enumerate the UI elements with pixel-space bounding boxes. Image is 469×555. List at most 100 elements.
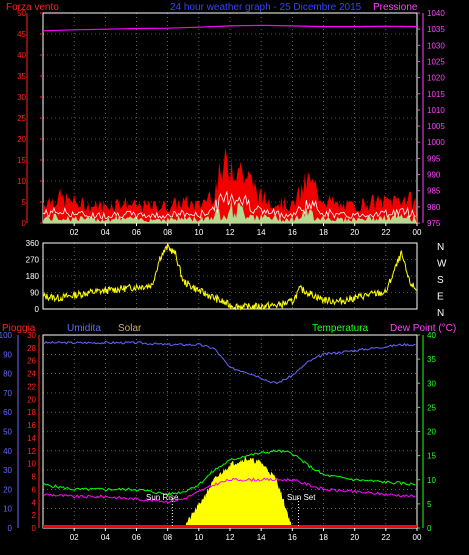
tick-label: 90 xyxy=(3,350,12,359)
tick-label: 22 xyxy=(27,382,36,391)
x-tick-label: 14 xyxy=(257,533,266,542)
humidity-line xyxy=(42,340,416,385)
tick-label: 26 xyxy=(27,357,36,366)
x-tick-label: 20 xyxy=(350,533,359,542)
tick-label: 90 xyxy=(30,289,39,298)
tick-label: 0 xyxy=(22,219,27,228)
dewpoint-line xyxy=(42,477,416,504)
tick-label: 10 xyxy=(427,476,436,485)
tick-label: 15 xyxy=(17,156,26,165)
humidity-axis-title: Umidita xyxy=(67,323,101,334)
temperature-humidity-series xyxy=(42,340,417,528)
x-tick-label: 20 xyxy=(350,228,359,237)
x-tick-label: 18 xyxy=(319,533,328,542)
tick-label: 5 xyxy=(22,198,27,207)
tick-label: 1020 xyxy=(427,74,445,83)
tick-label: 985 xyxy=(427,187,441,196)
temperature-humidity-x-ticks: 02 04 06 08 10 12 14 16 18 20 22 00 xyxy=(70,528,422,542)
x-tick-label: 10 xyxy=(194,228,203,237)
tick-label: 4 xyxy=(32,498,37,507)
wind-direction-series xyxy=(42,243,417,311)
wind-pressure-x-ticks: 02 04 06 08 10 12 14 16 18 20 22 00 xyxy=(70,223,422,237)
tick-label: 25 xyxy=(17,114,26,123)
compass-label: W xyxy=(437,259,447,270)
pressure-line xyxy=(42,24,418,32)
compass-label: S xyxy=(437,275,444,286)
wind-pressure-grid xyxy=(43,13,417,223)
tick-label: 12 xyxy=(27,447,36,456)
x-tick-label: 16 xyxy=(288,228,297,237)
tick-label: 10 xyxy=(3,505,12,514)
x-tick-label: 04 xyxy=(101,228,110,237)
solar-area xyxy=(183,457,293,528)
dewpoint-axis-title: Dew Point (°C) xyxy=(390,323,456,334)
tick-label: 70 xyxy=(3,389,12,398)
rain-axis-title: Pioggia xyxy=(2,323,36,334)
wind-low-area xyxy=(43,199,417,223)
tick-label: 6 xyxy=(32,485,37,494)
tick-label: 270 xyxy=(26,256,40,265)
tick-label: 24 xyxy=(27,370,36,379)
temperature-line xyxy=(42,449,416,497)
tick-label: 995 xyxy=(427,154,441,163)
tick-label: 1025 xyxy=(427,57,445,66)
tick-label: 30 xyxy=(27,331,36,340)
tick-label: 60 xyxy=(3,408,12,417)
tick-label: 35 xyxy=(17,72,26,81)
compass-label: N xyxy=(437,242,444,253)
x-tick-label: 08 xyxy=(163,228,172,237)
tick-label: 50 xyxy=(17,9,26,18)
tick-label: 975 xyxy=(427,219,441,228)
tick-label: 5 xyxy=(427,500,432,509)
pressure-axis-title: Pressione xyxy=(373,2,418,13)
tick-label: 20 xyxy=(27,395,36,404)
tick-label: 20 xyxy=(3,485,12,494)
compass-label: N xyxy=(437,308,444,319)
tick-label: 8 xyxy=(32,473,37,482)
tick-label: 35 xyxy=(427,355,436,364)
tick-label: 2 xyxy=(32,511,37,520)
tick-label: 360 xyxy=(26,239,40,248)
tick-label: 40 xyxy=(17,51,26,60)
tick-label: 0 xyxy=(32,524,37,533)
x-tick-label: 10 xyxy=(194,533,203,542)
rain-axis-ticks: 0 10 20 30 40 50 60 70 80 90 100 xyxy=(0,331,19,533)
x-tick-label: 12 xyxy=(226,533,235,542)
tick-label: 30 xyxy=(427,379,436,388)
x-tick-label: 16 xyxy=(288,533,297,542)
tick-label: 50 xyxy=(3,428,12,437)
tick-label: 980 xyxy=(427,203,441,212)
x-tick-label: 18 xyxy=(319,228,328,237)
wind-speed-axis-ticks: 0 5 10 15 20 25 30 35 40 45 50 xyxy=(17,9,43,228)
tick-label: 30 xyxy=(3,466,12,475)
tick-label: 20 xyxy=(17,135,26,144)
x-tick-label: 22 xyxy=(381,533,390,542)
wind-average-line xyxy=(42,190,416,220)
tick-label: 1040 xyxy=(427,9,445,18)
x-tick-label: 08 xyxy=(163,533,172,542)
temperature-legend-label: Temperatura xyxy=(312,323,369,334)
x-tick-label: 14 xyxy=(257,228,266,237)
tick-label: 1000 xyxy=(427,138,445,147)
tick-label: 100 xyxy=(0,331,13,340)
tick-label: 180 xyxy=(26,272,40,281)
tick-label: 45 xyxy=(17,30,26,39)
tick-label: 1015 xyxy=(427,90,445,99)
tick-label: 80 xyxy=(3,370,12,379)
tick-label: 28 xyxy=(27,344,36,353)
tick-label: 1010 xyxy=(427,106,445,115)
sunset-label: Sun Set xyxy=(287,493,316,502)
tick-label: 14 xyxy=(27,434,36,443)
x-tick-label: 00 xyxy=(413,228,422,237)
solar-legend-label: Solar xyxy=(118,323,142,334)
rain-bar xyxy=(43,525,417,528)
tick-label: 1005 xyxy=(427,122,445,131)
wind-speed-axis-title: Forza vento xyxy=(6,2,59,13)
x-tick-label: 02 xyxy=(70,228,79,237)
x-tick-label: 06 xyxy=(132,533,141,542)
dewpoint-axis-ticks: 0 5 10 15 20 25 30 35 40 xyxy=(417,331,436,533)
tick-label: 15 xyxy=(427,452,436,461)
tick-label: 30 xyxy=(17,93,26,102)
tick-label: 10 xyxy=(17,177,26,186)
